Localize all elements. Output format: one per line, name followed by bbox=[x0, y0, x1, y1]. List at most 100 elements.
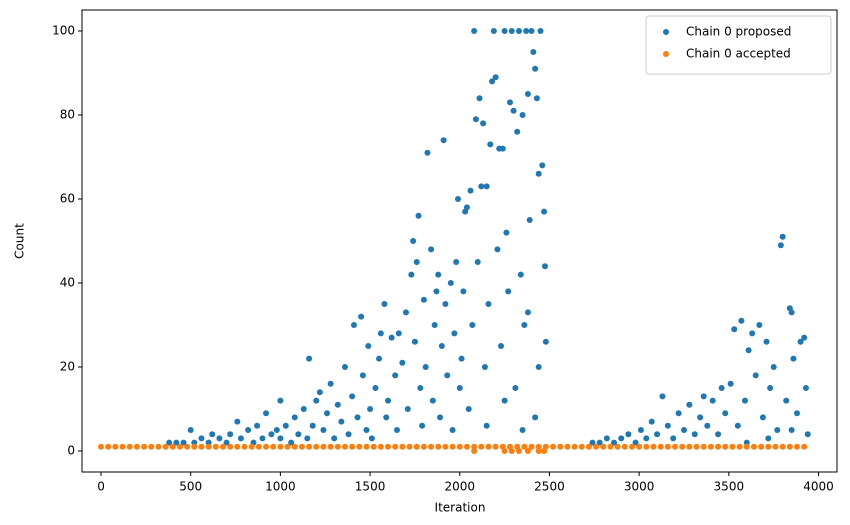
point bbox=[519, 112, 526, 118]
point bbox=[718, 385, 725, 391]
point bbox=[463, 443, 470, 450]
point bbox=[320, 443, 327, 450]
point bbox=[515, 448, 522, 454]
point bbox=[338, 418, 345, 425]
point bbox=[738, 317, 745, 324]
point bbox=[219, 443, 226, 450]
point bbox=[483, 422, 490, 429]
point bbox=[98, 443, 105, 450]
point bbox=[659, 393, 666, 400]
point bbox=[524, 309, 531, 316]
point bbox=[191, 439, 198, 446]
point bbox=[537, 28, 544, 34]
point bbox=[765, 443, 772, 450]
series bbox=[166, 28, 811, 446]
point bbox=[422, 364, 429, 370]
point bbox=[767, 385, 774, 391]
point bbox=[607, 443, 614, 450]
point bbox=[517, 271, 524, 278]
point bbox=[467, 187, 474, 194]
point bbox=[745, 347, 752, 354]
point bbox=[419, 422, 426, 429]
point bbox=[643, 443, 650, 450]
point bbox=[494, 246, 501, 253]
point bbox=[736, 443, 743, 450]
point bbox=[198, 435, 205, 442]
point bbox=[316, 389, 323, 396]
point bbox=[216, 435, 223, 442]
point bbox=[273, 427, 280, 433]
point bbox=[510, 107, 517, 114]
point bbox=[506, 99, 513, 106]
point bbox=[449, 427, 456, 433]
point bbox=[472, 116, 479, 123]
point bbox=[263, 443, 270, 450]
point bbox=[519, 427, 526, 433]
point bbox=[759, 414, 766, 421]
point bbox=[300, 406, 307, 412]
point bbox=[650, 443, 657, 450]
point bbox=[428, 246, 435, 253]
point bbox=[749, 330, 756, 337]
point bbox=[797, 338, 804, 345]
point bbox=[758, 443, 765, 450]
point bbox=[727, 380, 734, 387]
point bbox=[528, 28, 535, 34]
point bbox=[790, 355, 797, 362]
plot-frame bbox=[81, 9, 838, 473]
point bbox=[198, 443, 205, 450]
point bbox=[415, 212, 422, 219]
point bbox=[126, 443, 133, 450]
point bbox=[381, 301, 388, 307]
point bbox=[248, 443, 255, 450]
point bbox=[557, 443, 564, 450]
point bbox=[393, 427, 400, 433]
point bbox=[304, 435, 311, 442]
point bbox=[184, 443, 191, 450]
point bbox=[456, 443, 463, 450]
point bbox=[180, 439, 187, 446]
point bbox=[471, 448, 478, 454]
point bbox=[697, 414, 704, 421]
point bbox=[786, 443, 793, 450]
point bbox=[476, 95, 483, 102]
point bbox=[349, 443, 356, 450]
point bbox=[420, 296, 427, 303]
point bbox=[715, 431, 722, 438]
point bbox=[428, 443, 435, 450]
point bbox=[324, 410, 331, 417]
point bbox=[541, 263, 548, 270]
point bbox=[205, 443, 212, 450]
point bbox=[524, 448, 531, 454]
point bbox=[478, 443, 485, 450]
point bbox=[424, 149, 431, 156]
legend-label: Chain 0 proposed bbox=[686, 25, 791, 39]
point bbox=[320, 427, 327, 433]
point bbox=[503, 229, 510, 236]
point bbox=[471, 443, 478, 450]
point bbox=[731, 326, 738, 333]
y-axis-label: Count bbox=[13, 223, 27, 259]
point bbox=[334, 401, 341, 408]
point bbox=[636, 443, 643, 450]
point bbox=[777, 242, 784, 249]
point bbox=[440, 137, 447, 144]
point bbox=[521, 443, 528, 450]
point bbox=[306, 355, 313, 362]
point bbox=[431, 322, 438, 328]
point bbox=[804, 431, 811, 438]
point bbox=[501, 397, 508, 404]
point bbox=[542, 338, 549, 345]
point bbox=[388, 334, 395, 341]
point bbox=[722, 410, 729, 417]
point bbox=[449, 443, 456, 450]
point bbox=[492, 443, 499, 450]
point bbox=[490, 28, 497, 34]
point bbox=[750, 443, 757, 450]
point bbox=[523, 28, 530, 34]
point bbox=[291, 414, 298, 421]
point bbox=[722, 443, 729, 450]
point bbox=[670, 435, 677, 442]
point bbox=[377, 330, 384, 337]
point bbox=[614, 443, 621, 450]
